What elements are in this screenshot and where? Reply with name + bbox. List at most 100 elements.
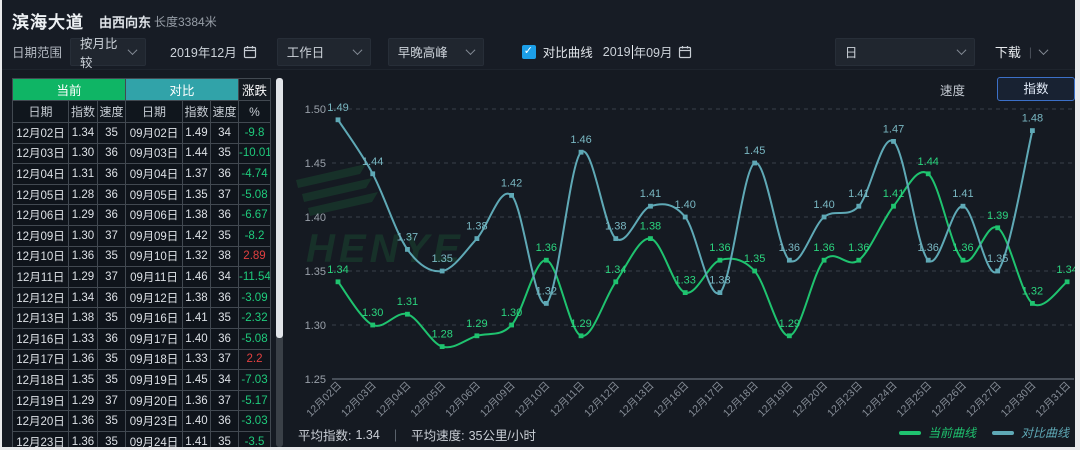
table-cell: 12月23日 xyxy=(12,430,69,447)
x-axis-tick: 12月06日 xyxy=(443,380,483,420)
legend-item[interactable]: 对比曲线 xyxy=(991,424,1069,441)
table-cell: 1.38 xyxy=(68,307,98,329)
table-cell: 09月20日 xyxy=(125,389,183,412)
table-row: 12月10日 1.36 35 09月10日 1.32 38 2.89 xyxy=(12,245,271,268)
data-point xyxy=(578,149,584,155)
data-point xyxy=(370,171,376,177)
change-percent-cell: -10.01 xyxy=(238,142,271,165)
avg-index-value: 1.34 xyxy=(355,427,380,442)
data-point-label: 1.39 xyxy=(987,210,1008,222)
table-cell: 35 xyxy=(97,122,126,144)
x-axis-tick: 12月20日 xyxy=(790,380,830,420)
divider: | xyxy=(1028,44,1032,59)
table-cell: 12月20日 xyxy=(12,410,69,432)
table-cell: 1.44 xyxy=(182,142,211,165)
table-cell: 35 xyxy=(210,307,239,329)
table-cell: 12月16日 xyxy=(12,327,69,350)
date-range-label: 日期范围 xyxy=(12,46,63,60)
data-point-label: 1.46 xyxy=(570,134,591,146)
table-scrollbar[interactable] xyxy=(276,78,283,447)
data-point xyxy=(960,203,966,209)
table-cell: 1.49 xyxy=(182,122,211,144)
y-axis-tick: 1.25 xyxy=(305,374,326,386)
data-point-label: 1.36 xyxy=(952,242,973,254)
table-cell: 12月05日 xyxy=(12,183,69,206)
legend-item[interactable]: 当前曲线 xyxy=(898,424,976,441)
x-axis-tick: 12月10日 xyxy=(513,380,553,420)
table-cell: 12月12日 xyxy=(12,286,69,309)
table-cell: 35 xyxy=(97,348,126,371)
data-point-label: 1.36 xyxy=(848,242,869,254)
data-point-label: 1.41 xyxy=(952,188,973,200)
avg-speed-label: 平均速度: xyxy=(411,429,465,443)
table-group-header: 对比 xyxy=(125,78,239,101)
y-axis-tick: 1.50 xyxy=(305,104,326,116)
table-cell: 1.31 xyxy=(68,163,98,185)
table-cell: 35 xyxy=(97,369,126,391)
x-axis-tick: 12月09日 xyxy=(478,380,518,420)
table-cell: 1.33 xyxy=(68,327,98,350)
table-cell: 34 xyxy=(210,266,239,288)
table-row: 12月19日 1.29 37 09月20日 1.36 37 -5.17 xyxy=(12,389,271,412)
download-button[interactable]: 下载 | xyxy=(995,42,1049,61)
table-row: 12月23日 1.36 35 09月24日 1.41 35 -3.5 xyxy=(12,430,271,447)
data-point-label: 1.45 xyxy=(744,145,765,157)
table-cell: 35 xyxy=(210,224,239,247)
chart-legend: 当前曲线 对比曲线 xyxy=(883,424,1069,441)
table-cell: 36 xyxy=(97,163,126,185)
table-row: 12月18日 1.35 35 09月19日 1.45 34 -7.03 xyxy=(12,369,271,391)
table-cell: 1.33 xyxy=(182,348,211,371)
text-cursor xyxy=(631,44,633,59)
x-axis-tick: 12月18日 xyxy=(721,380,761,420)
data-point xyxy=(752,160,758,166)
x-axis-tick: 12月27日 xyxy=(964,380,1004,420)
x-axis-tick: 12月23日 xyxy=(825,380,865,420)
x-axis-tick: 12月12日 xyxy=(582,380,622,420)
toggle-index[interactable]: 指数 xyxy=(997,77,1075,101)
table-cell: 1.36 xyxy=(68,430,98,447)
data-point xyxy=(335,279,341,285)
table-cell: 1.34 xyxy=(68,286,98,309)
data-point xyxy=(543,257,549,263)
change-percent-cell: -2.32 xyxy=(238,307,271,329)
table-cell: 1.30 xyxy=(68,142,98,165)
granularity-select[interactable]: 日 xyxy=(834,37,975,66)
data-point-label: 1.41 xyxy=(848,188,869,200)
data-point-label: 1.38 xyxy=(466,221,487,233)
x-axis-tick: 12月24日 xyxy=(860,380,900,420)
table-row: 12月12日 1.34 36 09月12日 1.38 36 -3.09 xyxy=(12,286,271,309)
data-point xyxy=(578,333,584,339)
scrollbar-thumb[interactable] xyxy=(276,78,283,338)
legend-line-swatch xyxy=(898,430,921,435)
table-cell: 09月05日 xyxy=(125,183,183,206)
table-cell: 36 xyxy=(210,204,239,226)
toggle-speed[interactable]: 速度 xyxy=(939,83,965,98)
chevron-down-icon xyxy=(1038,45,1049,56)
day-type-select[interactable]: 工作日 xyxy=(276,37,371,66)
table-cell: 09月24日 xyxy=(125,430,183,447)
compare-checkbox-label: 对比曲线 xyxy=(542,46,593,60)
data-point-label: 1.32 xyxy=(1022,285,1043,297)
compare-mode-select[interactable]: 按月比较 xyxy=(70,37,147,70)
table-group-header: 涨跌 xyxy=(238,78,271,101)
table-cell: 1.36 xyxy=(68,245,98,268)
data-point xyxy=(543,301,549,306)
table-cell: 35 xyxy=(97,245,126,268)
data-point-label: 1.29 xyxy=(779,318,800,330)
road-length: 长度3384米 xyxy=(154,15,217,29)
data-point xyxy=(1064,279,1070,285)
data-point-label: 1.36 xyxy=(536,242,557,254)
compare-checkbox[interactable] xyxy=(521,44,536,59)
data-point xyxy=(474,236,480,241)
change-percent-cell: -5.08 xyxy=(238,183,271,206)
peak-type-select[interactable]: 早晚高峰 xyxy=(387,37,484,66)
chevron-down-icon xyxy=(465,45,476,56)
compare-month-picker[interactable]: 2019 年09月 xyxy=(603,42,693,61)
current-month-picker[interactable]: 2019年12月 xyxy=(170,42,257,61)
table-cell: 1.36 xyxy=(68,410,98,432)
table-cell: 37 xyxy=(97,266,126,288)
data-point xyxy=(682,290,688,295)
table-cell: 36 xyxy=(210,163,239,185)
change-percent-cell: -3.09 xyxy=(238,286,271,309)
y-axis-tick: 1.40 xyxy=(305,212,326,224)
